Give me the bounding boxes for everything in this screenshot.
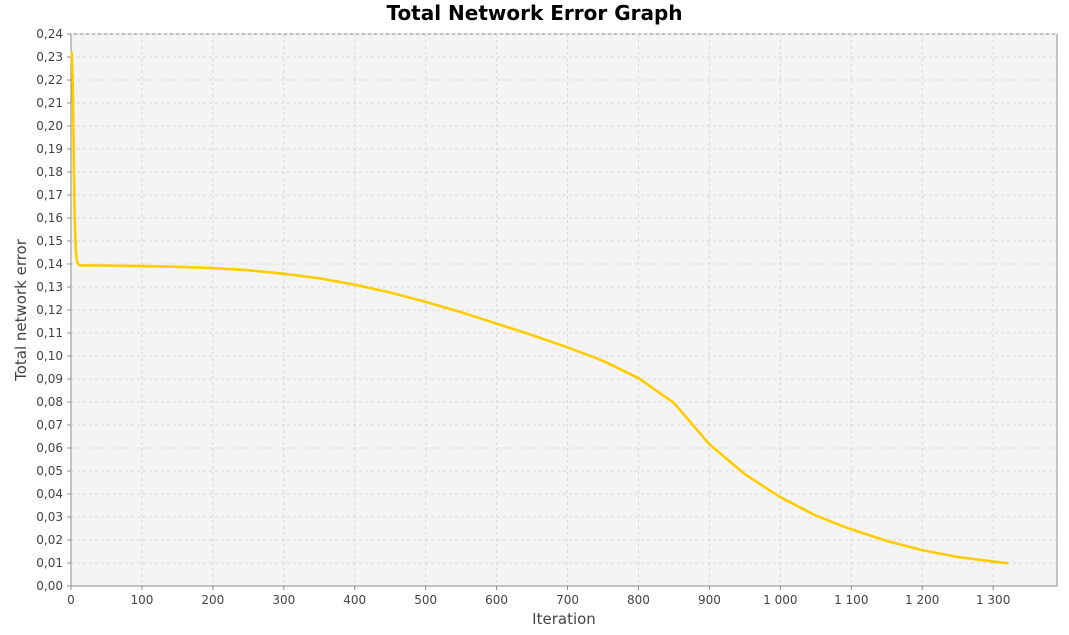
x-tick-label: 1 300 xyxy=(976,593,1010,607)
y-axis-title: Total network error xyxy=(12,238,30,382)
x-tick-label: 1 100 xyxy=(834,593,868,607)
x-tick-label: 400 xyxy=(343,593,366,607)
x-tick-label: 0 xyxy=(67,593,75,607)
y-tick-label: 0,02 xyxy=(36,533,63,547)
y-tick-label: 0,13 xyxy=(36,280,63,294)
x-tick-label: 900 xyxy=(698,593,721,607)
y-tick-label: 0,01 xyxy=(36,556,63,570)
y-tick-label: 0,14 xyxy=(36,257,63,271)
x-tick-label: 1 000 xyxy=(763,593,797,607)
y-tick-label: 0,12 xyxy=(36,303,63,317)
y-tick-label: 0,16 xyxy=(36,211,63,225)
x-tick-label: 1 200 xyxy=(905,593,939,607)
x-axis-title: Iteration xyxy=(532,610,596,628)
y-tick-label: 0,00 xyxy=(36,579,63,593)
y-tick-label: 0,24 xyxy=(36,27,63,41)
axes: 0 100 200 300 400 500 600 700 800 900 1 000 1 100 1 … xyxy=(36,27,1057,607)
y-tick-label: 0,04 xyxy=(36,487,63,501)
y-tick-label: 0,20 xyxy=(36,119,63,133)
y-tick-label: 0,22 xyxy=(36,73,63,87)
y-tick-label: 0,19 xyxy=(36,142,63,156)
y-tick-label: 0,10 xyxy=(36,349,63,363)
x-tick-label: 100 xyxy=(130,593,153,607)
y-tick-label: 0,07 xyxy=(36,418,63,432)
grid xyxy=(70,33,1057,587)
series-line xyxy=(70,51,1009,565)
y-tick-label: 0,21 xyxy=(36,96,63,110)
y-tick-label: 0,05 xyxy=(36,464,63,478)
x-tick-label: 700 xyxy=(556,593,579,607)
y-tick-label: 0,17 xyxy=(36,188,63,202)
y-tick-label: 0,11 xyxy=(36,326,63,340)
chart-title: Total Network Error Graph xyxy=(386,1,683,25)
y-tick-label: 0,03 xyxy=(36,510,63,524)
y-tick-label: 0,06 xyxy=(36,441,63,455)
y-tick-label: 0,08 xyxy=(36,395,63,409)
y-tick-label: 0,15 xyxy=(36,234,63,248)
y-tick-label: 0,23 xyxy=(36,50,63,64)
series-layer xyxy=(70,51,1009,565)
x-tick-label: 800 xyxy=(627,593,650,607)
x-tick-label: 600 xyxy=(485,593,508,607)
x-tick-label: 300 xyxy=(272,593,295,607)
y-tick-label: 0,18 xyxy=(36,165,63,179)
x-tick-label: 500 xyxy=(414,593,437,607)
y-tick-label: 0,09 xyxy=(36,372,63,386)
x-tick-label: 200 xyxy=(201,593,224,607)
